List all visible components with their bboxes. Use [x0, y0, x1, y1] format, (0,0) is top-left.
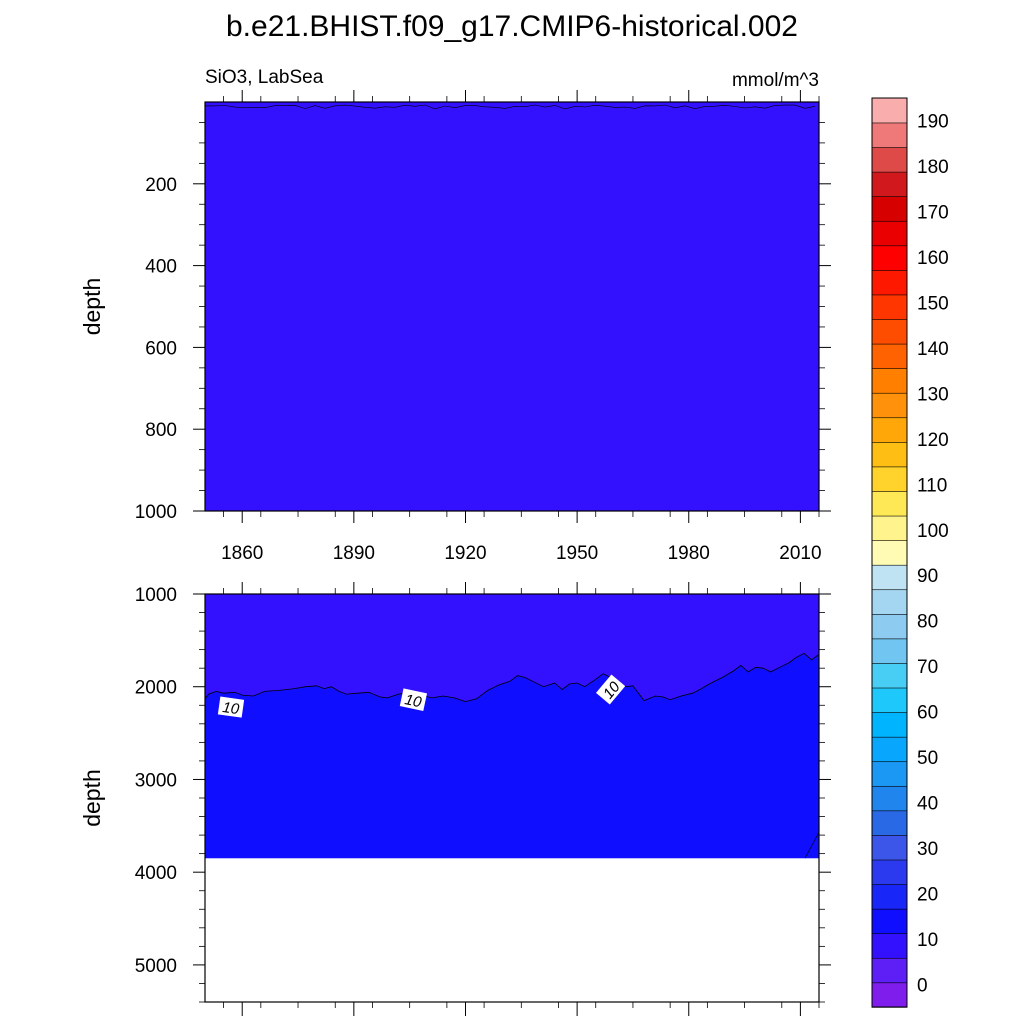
- colorbar-box: [871, 908, 908, 934]
- colorbar-box: [871, 982, 908, 1008]
- colorbar: 0 10 20 30 40 50 60 70 80 90 100 110 120 130 140 150 160…: [871, 97, 949, 1008]
- colorbar-box: [871, 146, 908, 173]
- colorbar-label: 150: [917, 294, 949, 315]
- lower-ylabel: depth: [79, 769, 105, 827]
- colorbar-label: 70: [917, 657, 938, 678]
- contour-label: 10: [399, 688, 428, 711]
- colorbar-box: [871, 392, 908, 419]
- contour-label-box: [595, 674, 626, 705]
- upper-fill-0-10: [205, 102, 819, 511]
- colorbar-label: 190: [917, 112, 949, 133]
- upper-ytick-label: 200: [145, 175, 177, 196]
- contour-10-line: [204, 652, 820, 703]
- upper-xtick-label: 1950: [556, 543, 598, 564]
- upper-panel: 200 400 600 800 1000 1860 1890 1920 1950 1980 2010…: [79, 90, 831, 564]
- colorbar-label: 0: [917, 975, 928, 996]
- contour-label-text: 10: [403, 691, 423, 711]
- colorbar-box: [871, 171, 908, 197]
- colorbar-box: [871, 122, 908, 148]
- colorbar-box: [871, 343, 908, 369]
- colorbar-label: 110: [917, 475, 947, 496]
- colorbar-box: [871, 736, 908, 763]
- upper-xtick-label: 1980: [668, 543, 710, 564]
- colorbar-label: 50: [917, 748, 938, 769]
- contour-label-box: [217, 696, 245, 718]
- colorbar-box: [871, 785, 908, 812]
- colorbar-box: [871, 367, 908, 394]
- colorbar-box: [871, 662, 908, 689]
- colorbar-box: [871, 490, 908, 517]
- colorbar-box: [871, 220, 908, 247]
- colorbar-box: [871, 269, 908, 296]
- colorbar-label: 80: [917, 612, 938, 633]
- colorbar-box: [871, 539, 908, 566]
- colorbar-box: [871, 613, 908, 640]
- colorbar-box: [871, 97, 908, 124]
- colorbar-label: 60: [917, 703, 938, 724]
- lower-ytick-label: 4000: [135, 863, 177, 884]
- colorbar-box: [871, 859, 908, 885]
- colorbar-label: 180: [917, 157, 949, 178]
- lower-floor-contour: [804, 832, 820, 859]
- colorbar-label: 170: [917, 203, 949, 224]
- upper-ytick-label: 400: [145, 257, 177, 278]
- colorbar-label: 90: [917, 566, 938, 587]
- colorbar-box: [871, 564, 908, 591]
- colorbar-box: [871, 638, 908, 664]
- colorbar-label: 30: [917, 839, 938, 860]
- colorbar-label: 130: [917, 384, 949, 405]
- colorbar-box: [871, 711, 908, 738]
- colorbar-label: 140: [917, 339, 949, 360]
- lower-ytick-label: 5000: [135, 956, 177, 977]
- upper-ytick-label: 800: [145, 420, 177, 441]
- colorbar-box: [871, 294, 908, 320]
- variable-region-label: SiO3, LabSea: [205, 67, 324, 88]
- colorbar-box: [871, 417, 908, 443]
- lower-ytick-label: 1000: [135, 585, 177, 606]
- colorbar-box: [871, 834, 908, 861]
- lower-fill-0-10: [205, 594, 819, 702]
- upper-xtick-label: 1920: [444, 543, 486, 564]
- contour-label-text: 10: [221, 699, 241, 718]
- colorbar-label: 40: [917, 794, 938, 815]
- colorbar-box: [871, 441, 908, 468]
- upper-ylabel: depth: [79, 278, 105, 336]
- colorbar-box: [871, 883, 908, 910]
- colorbar-box: [871, 195, 908, 222]
- lower-ytick-label: 2000: [135, 678, 177, 699]
- units-label: mmol/m^3: [732, 70, 819, 91]
- lower-ytick-label: 3000: [135, 770, 177, 791]
- colorbar-label: 120: [917, 430, 949, 451]
- colorbar-box: [871, 810, 908, 836]
- colorbar-box: [871, 318, 908, 345]
- colorbar-box: [871, 957, 908, 984]
- colorbar-box: [871, 466, 908, 492]
- upper-ytick-label: 1000: [135, 502, 177, 523]
- colorbar-label: 10: [917, 930, 938, 951]
- colorbar-box: [871, 515, 908, 541]
- colorbar-label: 20: [917, 884, 938, 905]
- contour-label: 10: [217, 696, 245, 718]
- contour-label-box: [399, 688, 428, 711]
- upper-ytick-label: 600: [145, 338, 177, 359]
- upper-xtick-label: 2010: [779, 543, 821, 564]
- colorbar-label: 100: [917, 521, 949, 542]
- colorbar-box: [871, 245, 908, 271]
- upper-xtick-label: 1890: [333, 543, 375, 564]
- colorbar-label: 160: [917, 248, 949, 269]
- colorbar-frame: [871, 97, 908, 1008]
- chart-title: b.e21.BHIST.f09_g17.CMIP6-historical.002: [226, 10, 798, 43]
- colorbar-box: [871, 589, 908, 615]
- upper-xtick-label: 1860: [221, 543, 263, 564]
- colorbar-box: [871, 932, 908, 959]
- upper-surface-contour: [204, 104, 816, 110]
- colorbar-box: [871, 687, 908, 713]
- colorbar-box: [871, 761, 908, 787]
